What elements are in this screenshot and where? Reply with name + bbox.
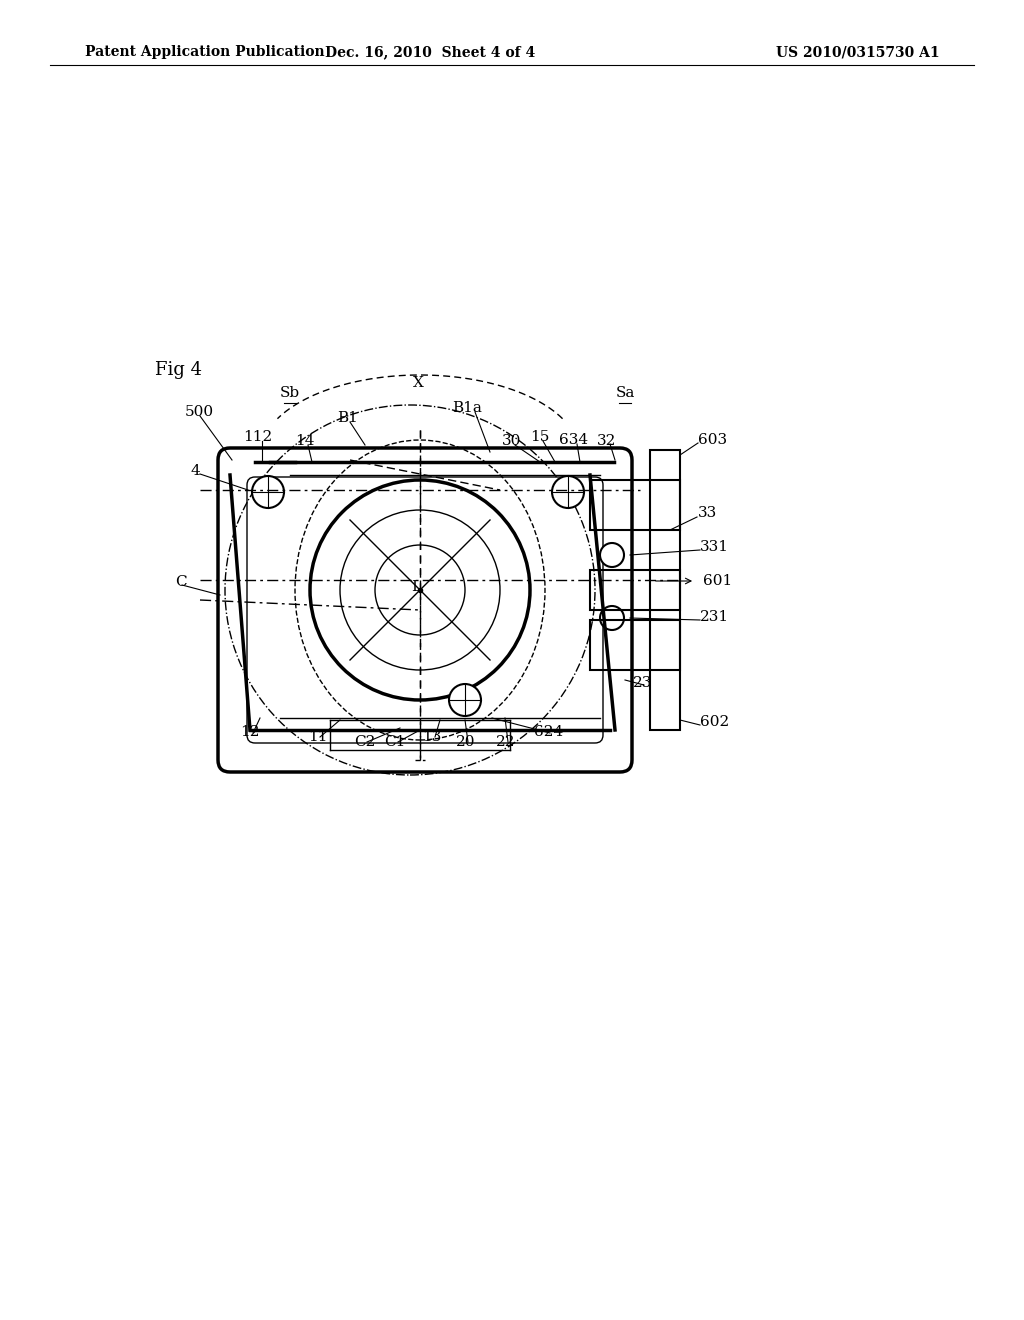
Bar	[590, 620, 680, 671]
Circle shape	[600, 543, 624, 568]
Text: 602: 602	[700, 715, 729, 729]
Bar	[590, 480, 680, 531]
Text: Dec. 16, 2010  Sheet 4 of 4: Dec. 16, 2010 Sheet 4 of 4	[325, 45, 536, 59]
Text: 32: 32	[597, 434, 616, 447]
Text: X: X	[413, 376, 424, 389]
Text: 331: 331	[700, 540, 729, 554]
Text: 231: 231	[700, 610, 729, 624]
Circle shape	[252, 477, 284, 508]
Text: 14: 14	[295, 434, 314, 447]
Text: Fig 4: Fig 4	[155, 360, 202, 379]
Text: 30: 30	[503, 434, 521, 447]
Text: L: L	[411, 579, 421, 594]
Text: Patent Application Publication: Patent Application Publication	[85, 45, 325, 59]
Circle shape	[552, 477, 584, 508]
Circle shape	[600, 606, 624, 630]
Text: 33: 33	[698, 506, 717, 520]
Text: 12: 12	[241, 725, 260, 739]
Text: 23: 23	[633, 676, 652, 690]
Text: 500: 500	[185, 405, 214, 418]
Bar	[590, 570, 680, 610]
Text: 601: 601	[703, 574, 732, 587]
Text: US 2010/0315730 A1: US 2010/0315730 A1	[776, 45, 940, 59]
Text: 15: 15	[530, 430, 550, 444]
Text: C: C	[175, 576, 186, 589]
Text: 634: 634	[559, 433, 589, 447]
Text: 603: 603	[698, 433, 727, 447]
Text: 624: 624	[535, 725, 563, 739]
Text: 20: 20	[457, 735, 476, 748]
Circle shape	[449, 684, 481, 715]
Text: 112: 112	[244, 430, 272, 444]
Text: 11: 11	[308, 730, 328, 744]
Text: B1: B1	[338, 411, 358, 425]
Text: C2: C2	[354, 735, 376, 748]
Text: C1: C1	[384, 735, 406, 748]
Text: 22: 22	[497, 735, 516, 748]
Text: B1a: B1a	[452, 401, 482, 414]
Text: Sb: Sb	[280, 385, 300, 400]
Bar	[650, 450, 680, 730]
Text: 13: 13	[422, 730, 441, 744]
Text: Sa: Sa	[615, 385, 635, 400]
Text: 4: 4	[190, 465, 200, 478]
